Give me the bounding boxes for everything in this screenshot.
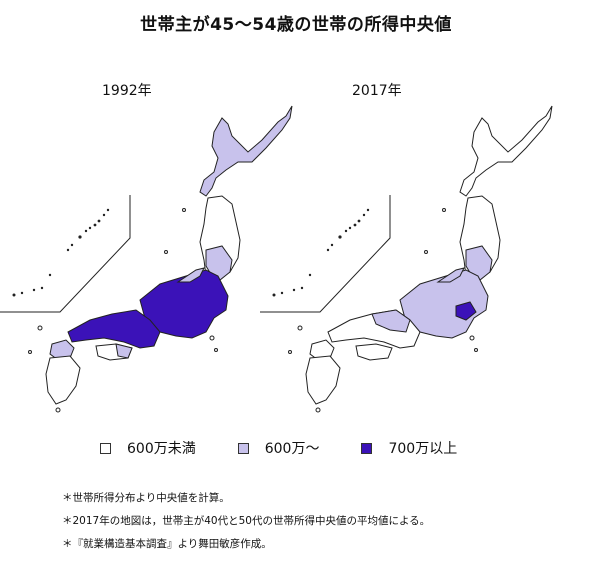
hokuriku — [436, 267, 465, 283]
tohoku-south — [205, 245, 233, 281]
kyushu — [305, 355, 341, 405]
okinawa-islands — [272, 208, 370, 297]
note-1: ＊世帯所得分布より中央値を計算。 — [62, 492, 230, 504]
legend-swatch-mid — [237, 442, 249, 454]
note-2: ＊2017年の地図は，世帯主が40代と50代の世帯所得中央値の平均値による。 — [62, 515, 431, 527]
hokkaido — [459, 105, 553, 197]
map-label-2017: 2017年 — [352, 83, 402, 99]
legend-label-high: 700万以上 — [388, 441, 458, 457]
legend-label-mid: 600万〜 — [264, 441, 320, 457]
small-islands — [288, 208, 478, 413]
small-islands — [28, 208, 218, 413]
hokkaido — [199, 105, 293, 197]
hokuriku — [176, 267, 205, 283]
okinawa-inset-border — [0, 195, 131, 313]
tokyo — [455, 301, 477, 321]
map-label-1992: 1992年 — [102, 83, 152, 99]
legend-item-high: 700万以上 — [361, 438, 457, 458]
shikoku — [355, 343, 393, 361]
shikoku-east — [115, 343, 133, 359]
kyushu — [45, 355, 81, 405]
notes: ＊世帯所得分布より中央値を計算。 ＊2017年の地図は，世帯主が40代と50代の… — [62, 487, 430, 556]
japan-map-1992 — [0, 105, 293, 413]
japan-map-2017 — [260, 105, 553, 413]
legend-item-mid: 600万〜 — [237, 438, 320, 458]
kansai — [371, 309, 411, 333]
legend: 600万未満 600万〜 700万以上 — [100, 438, 499, 458]
tohoku-south — [465, 245, 493, 281]
legend-label-low: 600万未満 — [127, 441, 196, 457]
chart-title: 世帯主が45〜54歳の世帯の所得中央値 — [140, 15, 452, 35]
legend-swatch-low — [100, 442, 111, 454]
legend-item-low: 600万未満 — [100, 438, 196, 458]
okinawa-inset-border — [260, 195, 391, 313]
legend-swatch-high — [361, 442, 373, 454]
okinawa-islands — [12, 208, 110, 297]
kansai-chugoku — [67, 309, 161, 349]
note-3: ＊『就業構造基本調査』より舞田敏彦作成。 — [62, 538, 272, 550]
